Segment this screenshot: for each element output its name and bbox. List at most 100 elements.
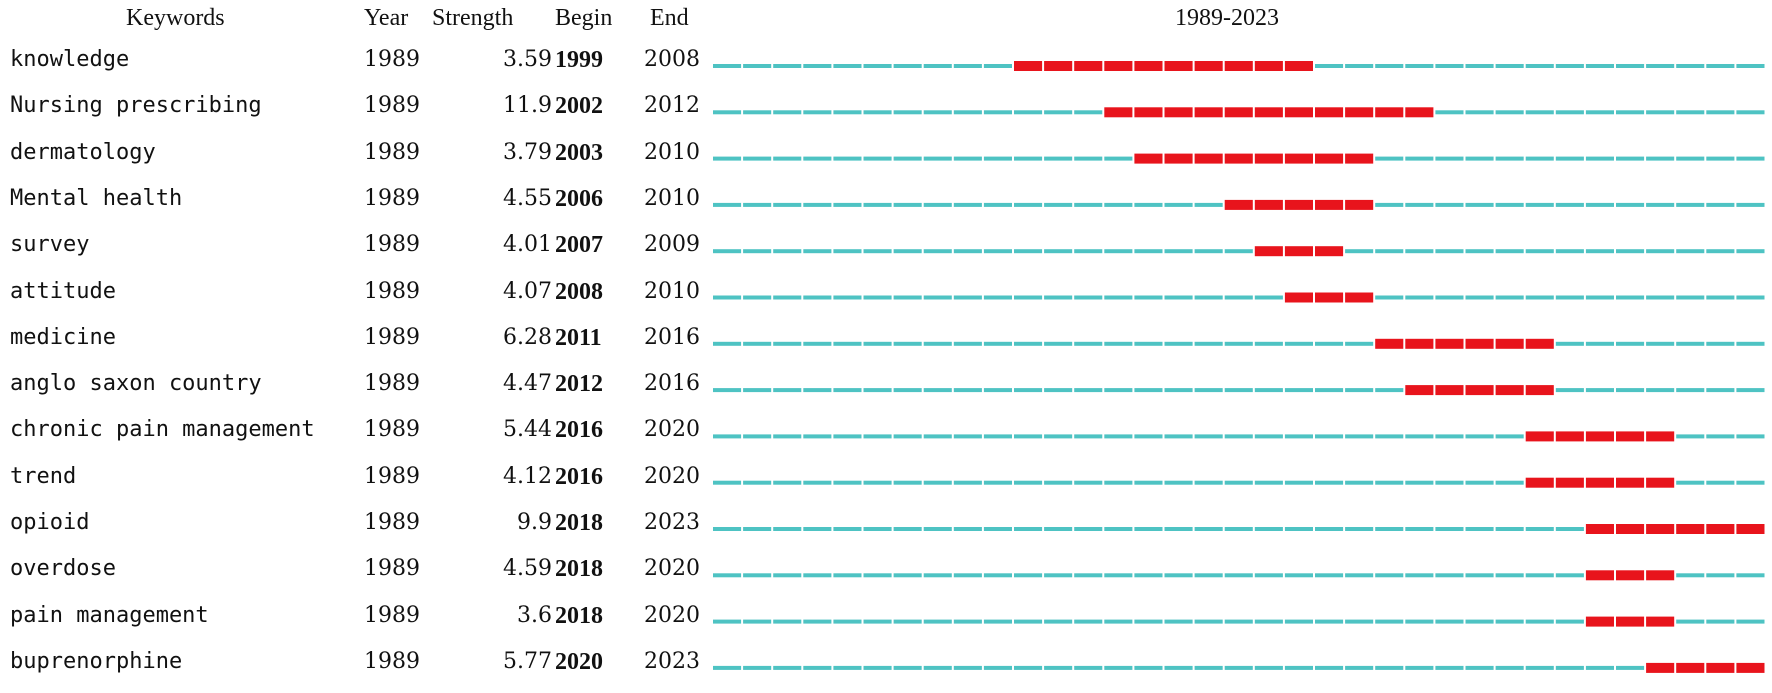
timeline-segment xyxy=(863,202,892,207)
timeline-segment xyxy=(1044,573,1073,578)
timeline-segment xyxy=(713,619,742,624)
burst-segment xyxy=(1284,292,1313,303)
timeline-segment xyxy=(1134,665,1163,670)
strength-label: 5.44 xyxy=(503,417,552,443)
timeline-segment xyxy=(1164,480,1193,485)
timeline-segment xyxy=(1676,619,1705,624)
timeline-segment xyxy=(1465,64,1494,68)
timeline-segment xyxy=(1405,249,1434,254)
burst-segment xyxy=(1315,107,1344,118)
timeline-segment xyxy=(1014,527,1043,531)
timeline-segment xyxy=(1405,202,1434,207)
timeline-segment xyxy=(953,341,982,346)
timeline-segment xyxy=(1224,388,1253,393)
burst-segment xyxy=(1525,431,1554,442)
timeline-segment xyxy=(833,619,862,624)
begin-label: 2016 xyxy=(555,417,603,444)
burst-segment xyxy=(1104,61,1133,71)
timeline-segment xyxy=(1284,480,1313,485)
timeline-segment xyxy=(1345,480,1374,485)
timeline-segment xyxy=(1194,619,1223,624)
timeline-segment xyxy=(1315,388,1344,393)
timeline-segment xyxy=(863,480,892,485)
timeline-segment xyxy=(1525,156,1554,161)
timeline-segment xyxy=(1345,573,1374,578)
timeline-segment xyxy=(1074,202,1103,207)
timeline-segment xyxy=(1345,527,1374,531)
timeline-segment xyxy=(1555,295,1584,300)
timeline-segment xyxy=(1284,434,1313,439)
timeline-segment xyxy=(1676,295,1705,300)
timeline-segment xyxy=(983,480,1012,485)
burst-segment xyxy=(1736,524,1765,534)
timeline-segment xyxy=(1315,64,1344,68)
timeline-segment xyxy=(1164,619,1193,624)
timeline-segment xyxy=(1164,341,1193,346)
timeline-segment xyxy=(1435,434,1464,439)
timeline-segment xyxy=(983,341,1012,346)
end-label: 2010 xyxy=(644,185,700,211)
timeline-segment xyxy=(743,249,772,254)
timeline-segment xyxy=(1465,573,1494,578)
timeline-segment xyxy=(1164,527,1193,531)
year-label: 1989 xyxy=(364,648,420,674)
timeline-segment xyxy=(1014,202,1043,207)
timeline-segment xyxy=(743,295,772,300)
timeline-segment xyxy=(1284,388,1313,393)
timeline-segment xyxy=(1074,295,1103,300)
timeline-segment xyxy=(1134,249,1163,254)
timeline-segment xyxy=(1435,249,1464,254)
timeline-segment xyxy=(1224,249,1253,254)
timeline-segment xyxy=(1736,64,1765,68)
timeline-segment xyxy=(1134,388,1163,393)
timeline-segment xyxy=(803,156,832,161)
timeline-segment xyxy=(1104,434,1133,439)
keyword-label: trend xyxy=(10,463,77,489)
timeline-segment xyxy=(1044,388,1073,393)
burst-segment xyxy=(1345,292,1374,303)
timeline-segment xyxy=(923,388,952,393)
timeline-segment xyxy=(893,110,922,115)
timeline-segment xyxy=(1284,341,1313,346)
timeline-segment xyxy=(1646,110,1675,115)
timeline-segment xyxy=(983,64,1012,68)
timeline-segment xyxy=(1014,434,1043,439)
timeline-segment xyxy=(863,388,892,393)
timeline-segment xyxy=(1435,665,1464,670)
timeline-segment xyxy=(1104,665,1133,670)
end-label: 2010 xyxy=(644,139,700,165)
end-label: 2012 xyxy=(644,93,700,119)
year-label: 1989 xyxy=(364,47,420,72)
timeline-segment xyxy=(923,64,952,68)
timeline-segment xyxy=(1014,665,1043,670)
timeline-segment xyxy=(743,434,772,439)
timeline-segment xyxy=(773,480,802,485)
timeline-segment xyxy=(1284,527,1313,531)
timeline-segment xyxy=(983,388,1012,393)
timeline-segment xyxy=(1345,341,1374,346)
timeline-segment xyxy=(1646,202,1675,207)
timeline-segment xyxy=(893,480,922,485)
begin-label: 2007 xyxy=(555,232,603,259)
timeline-segment xyxy=(1405,64,1434,68)
burst-segment xyxy=(1706,524,1735,534)
timeline-segment xyxy=(743,619,772,624)
timeline-segment xyxy=(1014,249,1043,254)
timeline-segment xyxy=(1525,110,1554,115)
year-label: 1989 xyxy=(364,510,420,535)
burst-segment xyxy=(1525,338,1554,349)
burst-segment xyxy=(1646,431,1675,442)
timeline-segment xyxy=(863,573,892,578)
timeline-segment xyxy=(1074,341,1103,346)
timeline-segment xyxy=(1194,434,1223,439)
timeline-segment xyxy=(1044,434,1073,439)
strength-label: 4.07 xyxy=(503,278,552,304)
timeline-segment xyxy=(1375,295,1404,300)
timeline-segment xyxy=(1014,341,1043,346)
timeline-segment xyxy=(953,573,982,578)
timeline-segment xyxy=(713,156,742,161)
burst-segment xyxy=(1646,616,1675,627)
burst-segment xyxy=(1465,385,1494,396)
timeline-segment xyxy=(803,619,832,624)
timeline-segment xyxy=(1104,249,1133,254)
